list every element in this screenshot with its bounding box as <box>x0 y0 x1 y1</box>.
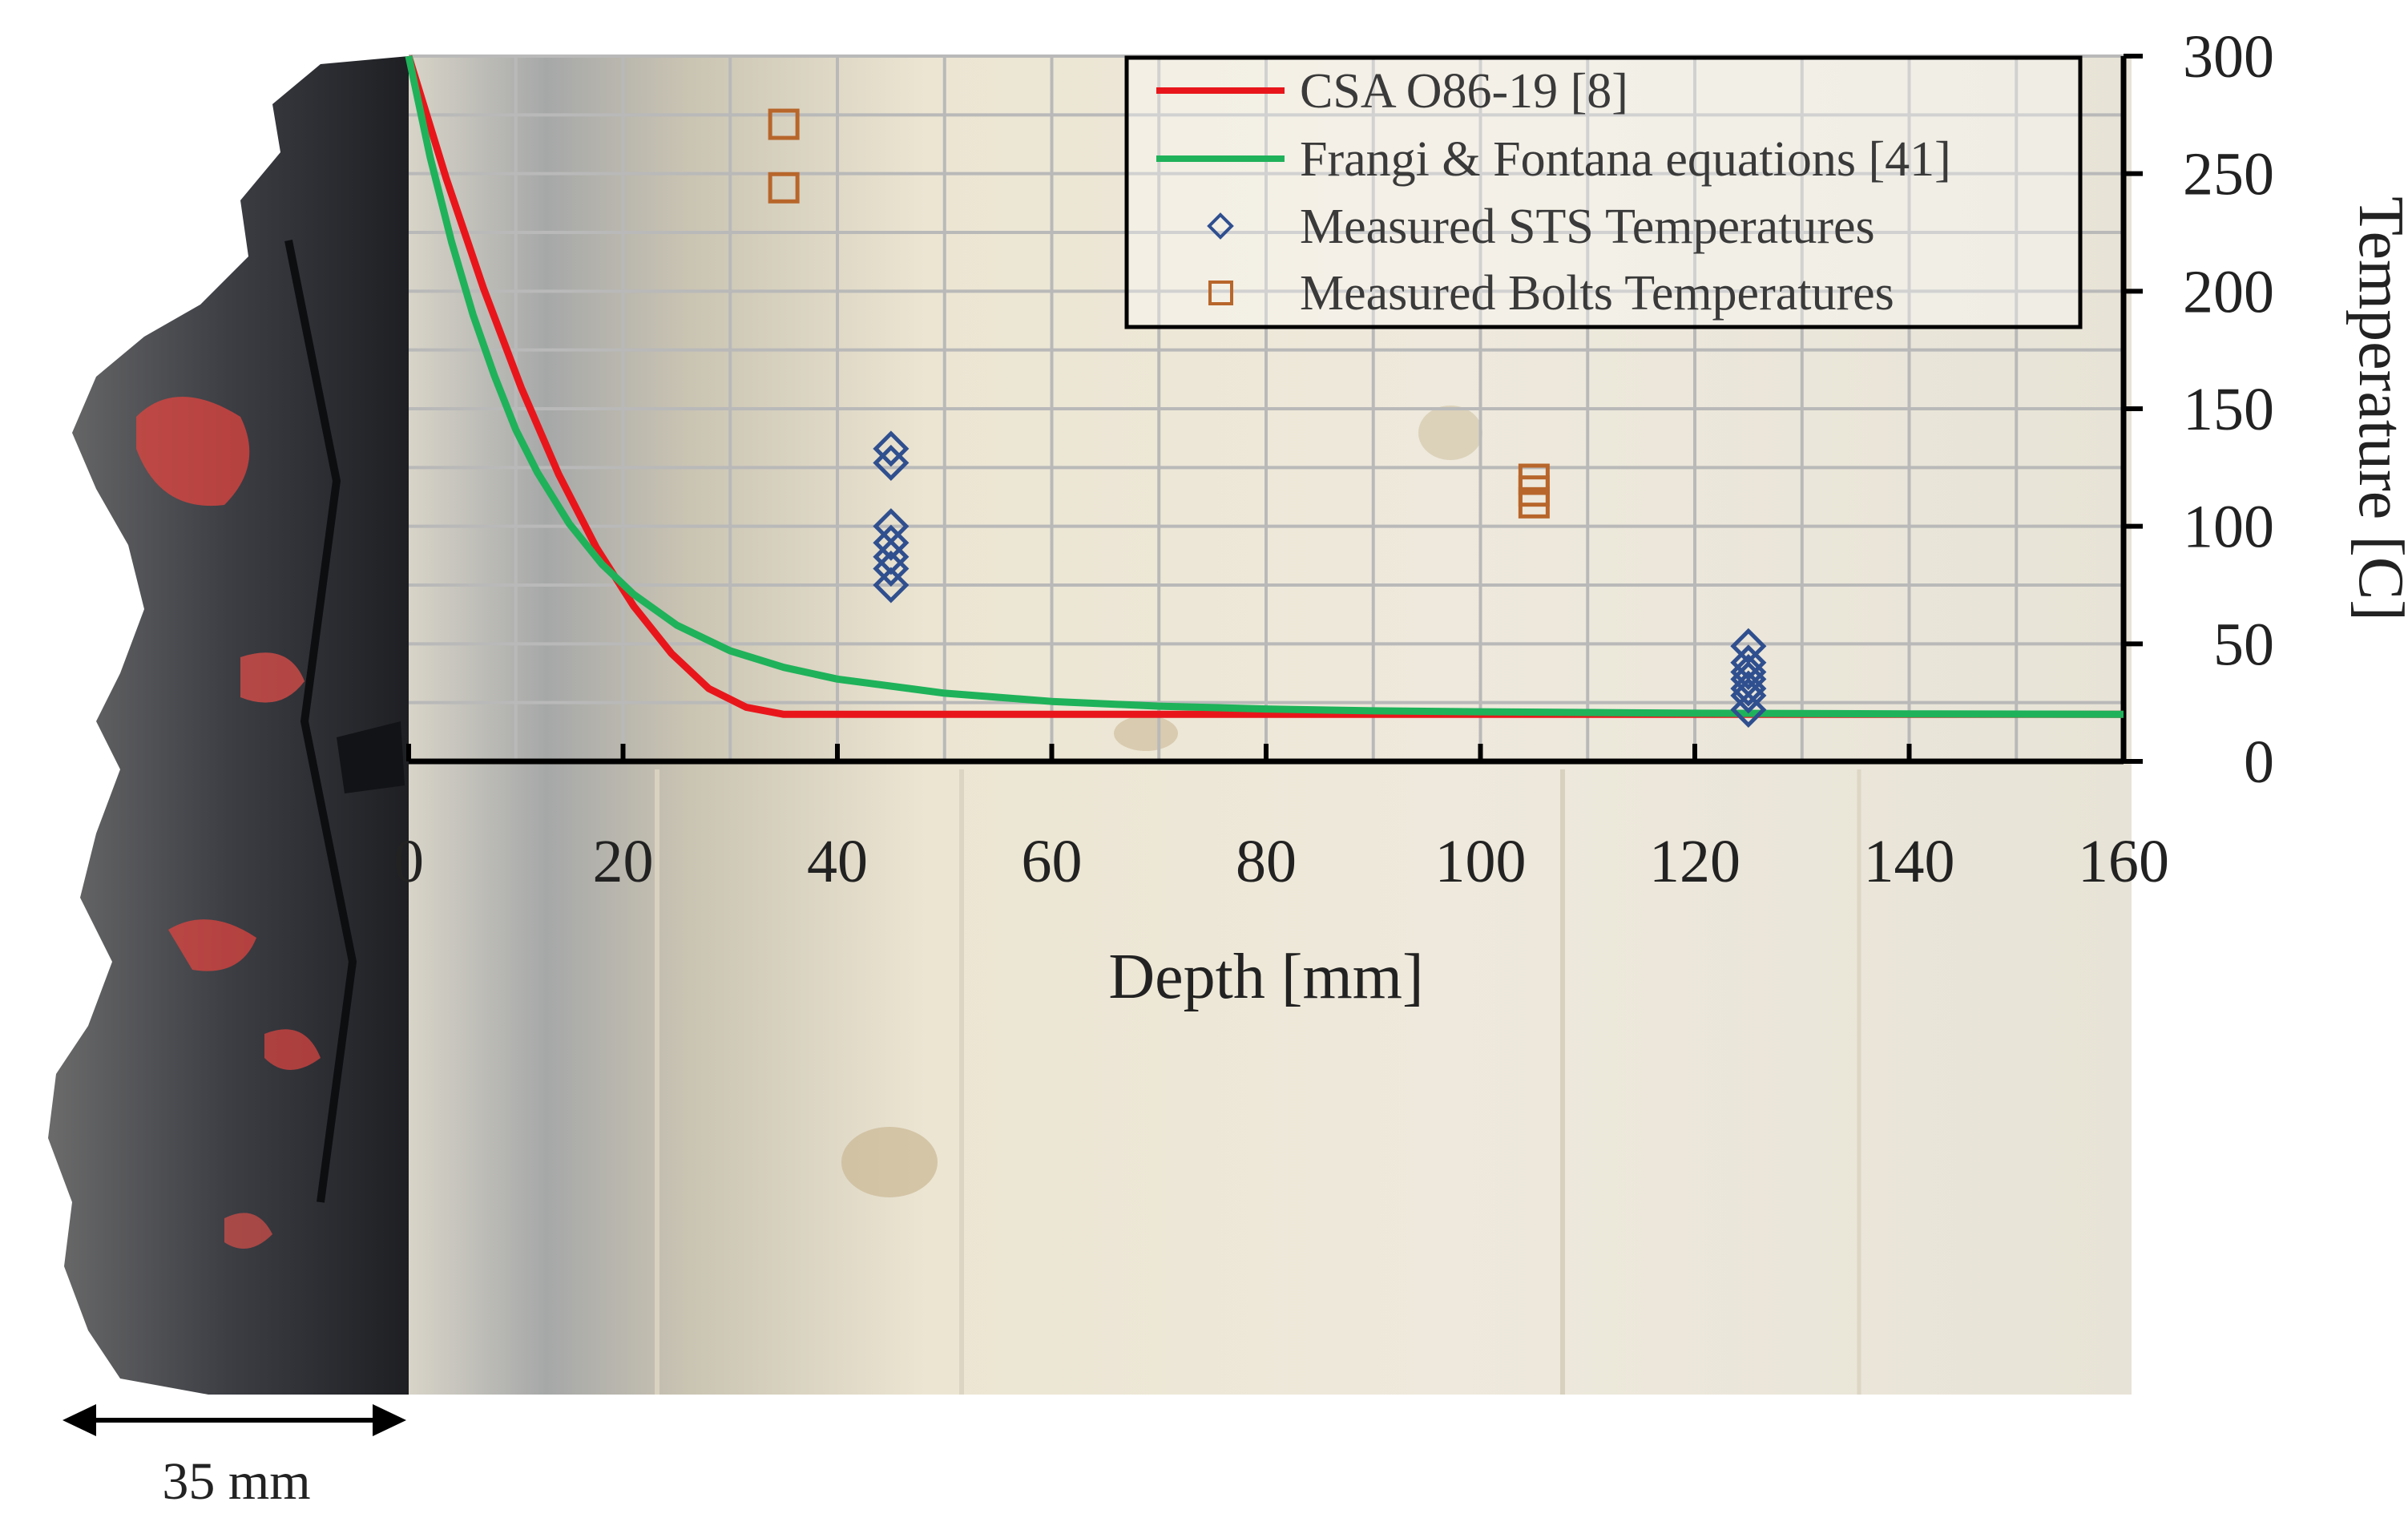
y-tick-label: 200 <box>2183 258 2274 325</box>
legend-box <box>1124 55 2083 329</box>
x-tick-label: 160 <box>2078 828 2169 895</box>
arrowhead-right <box>373 1404 406 1436</box>
sts-point <box>1730 653 1767 691</box>
legend-label-bolts: Measured Bolts Temperatures <box>1300 266 1894 321</box>
y-axis-title: Temperature [C] <box>2345 196 2408 621</box>
x-axis-title: Depth [mm] <box>1108 942 1423 1012</box>
legend-marker-sts-diamond <box>1207 212 1234 240</box>
charred-wood-edge <box>48 56 409 1395</box>
y-tick-label: 0 <box>2244 729 2274 796</box>
series-line-1 <box>405 55 2124 718</box>
x-tick-label: 140 <box>1864 828 1955 895</box>
char-depth-label: 35 mm <box>162 1452 310 1511</box>
bolt-point <box>1518 486 1550 519</box>
plot-series <box>405 54 2124 729</box>
wood-background <box>409 56 2132 1395</box>
char-depth-annotation: 35 mm <box>63 1404 406 1511</box>
sts-point <box>873 567 910 604</box>
sts-point <box>1730 670 1767 707</box>
sts-point <box>873 430 910 467</box>
legend-label-csa: CSA O86-19 [8] <box>1300 64 1628 119</box>
x-tick-label: 80 <box>1236 828 1297 895</box>
x-tick-label: 60 <box>1022 828 1083 895</box>
legend: CSA O86-19 [8] Frangi & Fontana equation… <box>1124 55 2083 329</box>
sts-point <box>873 550 910 587</box>
legend-marker-bolt-square <box>1208 281 1233 305</box>
sts-point <box>873 444 910 482</box>
y-tick-label: 100 <box>2183 494 2274 561</box>
arrowhead-left <box>63 1404 96 1436</box>
x-ticks: 0 20 40 60 80 100 120 140 160 <box>393 744 2169 895</box>
y-tick-label: 250 <box>2183 141 2274 208</box>
legend-label-frangi: Frangi & Fontana equations [41] <box>1300 132 1951 187</box>
y-tick-label: 50 <box>2213 611 2274 678</box>
bolt-point <box>768 172 800 204</box>
sts-point <box>873 524 910 561</box>
x-tick-label: 0 <box>393 828 424 895</box>
x-tick-label: 20 <box>593 828 654 895</box>
x-tick-label: 120 <box>1649 828 1740 895</box>
y-ticks: 0 50 100 150 200 250 300 <box>2124 23 2274 796</box>
legend-label-sts: Measured STS Temperatures <box>1300 200 1875 254</box>
y-tick-label: 300 <box>2183 23 2274 91</box>
x-tick-label: 100 <box>1435 828 1527 895</box>
y-tick-label: 150 <box>2183 376 2274 443</box>
sts-point <box>1730 691 1767 729</box>
x-tick-label: 40 <box>807 828 868 895</box>
bolt-point <box>768 108 800 140</box>
sts-point <box>1730 677 1767 714</box>
